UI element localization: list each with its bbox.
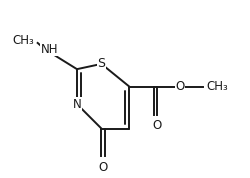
- Text: S: S: [98, 57, 106, 70]
- Text: O: O: [153, 119, 162, 132]
- Text: O: O: [99, 161, 108, 174]
- Text: NH: NH: [41, 43, 59, 56]
- Text: CH₃: CH₃: [206, 80, 228, 93]
- Text: O: O: [176, 80, 185, 93]
- Text: CH₃: CH₃: [12, 34, 34, 47]
- Text: N: N: [72, 98, 81, 111]
